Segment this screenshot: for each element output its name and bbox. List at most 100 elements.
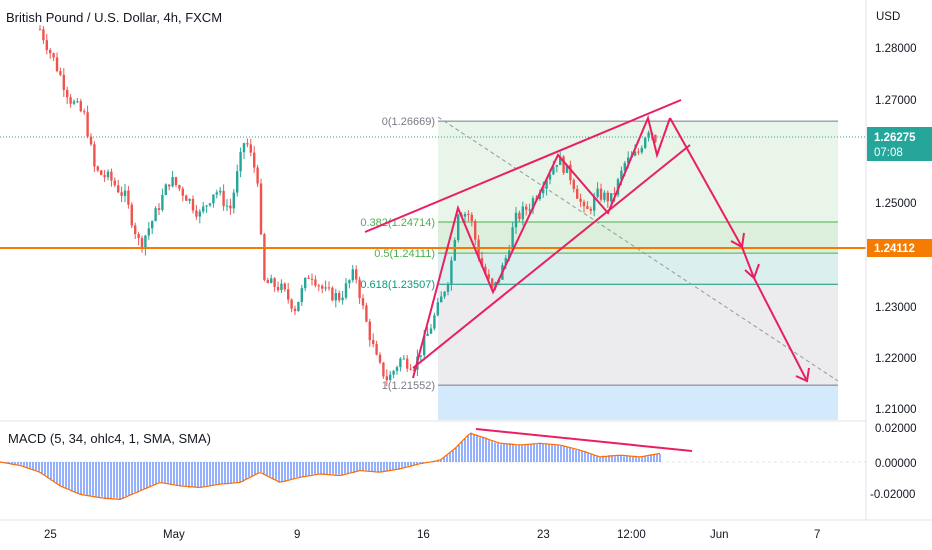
wave-path[interactable] xyxy=(412,114,671,379)
candle-body xyxy=(151,221,154,229)
candle-body xyxy=(399,358,402,368)
candle-body xyxy=(392,370,395,375)
candle-body xyxy=(297,301,300,312)
candle-body xyxy=(117,185,120,193)
candle-body xyxy=(582,201,586,207)
arrow-head-1 xyxy=(730,232,745,249)
rising-wedge-drawing[interactable] xyxy=(364,99,691,379)
candle-body xyxy=(195,210,198,217)
candle-body xyxy=(579,198,582,202)
candle-body xyxy=(66,89,69,98)
candle-body xyxy=(198,211,201,217)
candle-body xyxy=(344,283,348,298)
candle-body xyxy=(589,208,592,211)
candle-body xyxy=(620,170,623,180)
fib-level-label: 1(1.21552) xyxy=(382,380,435,392)
candle-body xyxy=(389,374,392,381)
candle-body xyxy=(38,29,42,31)
candle-body xyxy=(402,358,405,360)
candle-body xyxy=(144,235,147,249)
candle-body xyxy=(249,144,252,153)
macd-tick: 0.02000 xyxy=(875,423,917,435)
projection-arrows[interactable] xyxy=(669,117,810,383)
candle-body xyxy=(521,206,524,220)
candle-body xyxy=(263,234,266,281)
candle-body xyxy=(324,287,327,289)
candle-body xyxy=(613,193,616,195)
countdown-text: 07:08 xyxy=(874,147,903,159)
candle-body xyxy=(531,198,535,210)
candle-body xyxy=(96,166,99,171)
candle-body xyxy=(55,57,59,72)
candle-body xyxy=(93,144,96,167)
candle-body xyxy=(647,132,650,138)
candle-body xyxy=(103,174,106,178)
candle-body xyxy=(470,214,473,221)
candle-body xyxy=(154,208,157,222)
candle-body xyxy=(606,192,609,202)
projection-path[interactable] xyxy=(669,117,808,382)
candle-body xyxy=(593,196,596,211)
candle-body xyxy=(42,29,45,41)
candle-body xyxy=(300,288,303,302)
candle-body xyxy=(603,192,606,200)
candle-body xyxy=(586,206,589,209)
time-label: 23 xyxy=(537,529,550,541)
candle-body xyxy=(52,53,55,58)
candle-body xyxy=(321,285,324,289)
candle-body xyxy=(644,137,647,148)
time-label: Jun xyxy=(710,529,729,541)
fib-zone xyxy=(438,284,838,386)
candle-body xyxy=(168,184,171,187)
candle-body xyxy=(576,188,579,199)
candle-body xyxy=(76,101,79,103)
candle-body xyxy=(559,156,562,165)
candle-body xyxy=(130,204,133,226)
candle-body xyxy=(355,269,358,280)
candle-body xyxy=(256,167,259,184)
candle-body xyxy=(525,206,528,210)
candle-body xyxy=(637,151,640,153)
candle-body xyxy=(378,354,382,363)
candle-body xyxy=(334,293,337,301)
candle-body xyxy=(436,302,439,316)
candle-body xyxy=(491,278,494,288)
fibonacci-labels: 0(1.26669)0.382(1.24714)0.5(1.24111)0.61… xyxy=(360,116,435,392)
candle-body xyxy=(453,240,456,261)
candle-body xyxy=(59,71,62,75)
candle-body xyxy=(382,362,385,377)
candle-body xyxy=(287,289,290,300)
candle-body xyxy=(511,227,514,251)
candle-body xyxy=(395,367,399,371)
price-tick: 1.28000 xyxy=(875,43,917,55)
candle-body xyxy=(654,134,657,142)
candle-body xyxy=(599,188,603,200)
candle-body xyxy=(259,183,263,235)
candle-body xyxy=(69,97,72,104)
candle-body xyxy=(365,305,368,322)
macd-divergence-line[interactable] xyxy=(475,428,693,452)
macd-tick: 0.00000 xyxy=(875,458,917,470)
time-label: 16 xyxy=(417,529,430,541)
candle-body xyxy=(528,209,531,211)
candle-body xyxy=(239,152,242,172)
price-tick: 1.22000 xyxy=(875,353,917,365)
candle-body xyxy=(542,188,545,194)
candle-body xyxy=(266,280,269,284)
candle-body xyxy=(232,192,235,209)
candle-body xyxy=(463,213,467,217)
candle-body xyxy=(202,206,205,212)
candle-body xyxy=(171,177,174,187)
candle-body xyxy=(212,194,215,204)
wedge-upper-line[interactable] xyxy=(364,99,682,233)
candle-body xyxy=(504,258,507,266)
candle-body xyxy=(538,193,541,200)
candle-body xyxy=(572,180,575,189)
candle-body xyxy=(474,220,477,240)
candle-body xyxy=(120,192,123,196)
wedge-lower-line[interactable] xyxy=(412,144,691,369)
candle-body xyxy=(317,285,320,287)
candle-body xyxy=(270,278,273,284)
candle-body xyxy=(409,368,412,370)
